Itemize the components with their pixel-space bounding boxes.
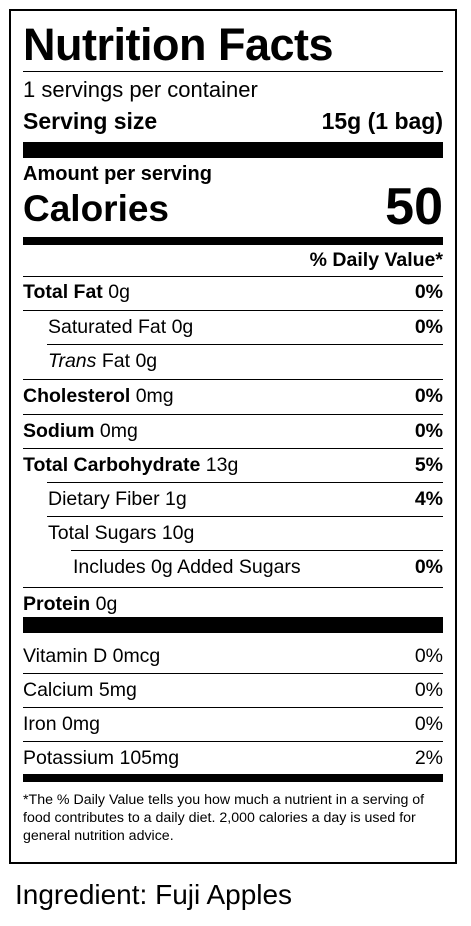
nutrient-name: Includes 0g Added Sugars	[73, 556, 301, 578]
medium-divider	[23, 774, 443, 782]
divider	[23, 587, 443, 588]
divider	[23, 707, 443, 708]
nutrient-dv: 0%	[414, 556, 443, 578]
nutrient-amount: 13g	[205, 454, 239, 476]
nutrient-amount: 0g	[108, 281, 130, 303]
vitamin-name: Iron	[23, 713, 57, 735]
medium-divider	[23, 237, 443, 245]
serving-size-value: 15g (1 bag)	[321, 108, 443, 134]
nutrient-dv: 0%	[414, 281, 443, 303]
thick-divider	[23, 617, 443, 633]
divider	[23, 276, 443, 277]
vitamin-dv: 0%	[414, 713, 443, 735]
nutrient-amount: 0g	[95, 593, 118, 615]
divider	[23, 414, 443, 415]
divider	[47, 344, 443, 345]
vitamin-amount: 0mg	[62, 713, 100, 735]
nutrient-dv: 0%	[414, 420, 443, 442]
nutrient-name: Saturated Fat	[48, 316, 167, 338]
vitamin-amount: 5mg	[98, 679, 137, 701]
vitamin-name: Potassium	[23, 747, 115, 769]
nutrient-name: Total Fat	[23, 281, 103, 303]
divider	[23, 673, 443, 674]
divider	[23, 379, 443, 380]
calories-row: Calories 50	[23, 179, 443, 235]
vitamin-amount: 105mg	[119, 747, 180, 769]
nutrition-facts-panel: Nutrition Facts 1 servings per container…	[9, 9, 457, 864]
nutrient-amount: 0mg	[99, 420, 138, 442]
nutrient-amount: 0g	[171, 316, 194, 338]
nutrient-name: Protein	[23, 593, 91, 615]
nutrient-dv: 0%	[414, 316, 443, 338]
nutrient-amount: 10g	[161, 522, 195, 544]
nutrient-name: Dietary Fiber	[48, 488, 160, 510]
divider	[47, 516, 443, 517]
nutrition-title: Nutrition Facts	[23, 19, 334, 70]
calories-value: 50	[385, 178, 443, 236]
daily-value-header: % Daily Value*	[309, 249, 443, 271]
vitamin-dv: 0%	[414, 679, 443, 701]
nutrient-amount: 0mg	[135, 385, 174, 407]
vitamin-dv: 2%	[414, 747, 443, 769]
nutrient-name: Total Sugars	[48, 522, 157, 544]
nutrient-name: Trans	[48, 350, 97, 372]
serving-size-label: Serving size	[23, 108, 158, 134]
divider	[23, 310, 443, 311]
amount-per-serving: Amount per serving	[23, 163, 212, 185]
servings-per-container: 1 servings per container	[23, 77, 258, 102]
nutrient-dv: 5%	[414, 454, 443, 476]
nutrient-amount: 0g	[135, 350, 158, 372]
vitamin-name: Calcium	[23, 679, 94, 701]
thick-divider	[23, 142, 443, 158]
divider	[23, 741, 443, 742]
divider	[23, 71, 443, 72]
divider	[47, 482, 443, 483]
nutrient-name: Total Carbohydrate	[23, 454, 201, 476]
vitamin-dv: 0%	[414, 645, 443, 667]
nutrient-name-suffix: Fat	[101, 350, 131, 372]
nutrient-dv: 4%	[414, 488, 443, 510]
ingredient-line: Ingredient: Fuji Apples	[15, 879, 293, 910]
nutrient-name: Sodium	[23, 420, 95, 442]
vitamin-name: Vitamin D	[23, 645, 108, 667]
daily-value-footnote: *The % Daily Value tells you how much a …	[23, 792, 425, 844]
nutrient-dv: 0%	[414, 385, 443, 407]
nutrient-amount: 1g	[165, 488, 187, 510]
divider	[71, 550, 443, 551]
nutrient-name: Cholesterol	[23, 385, 131, 407]
divider	[23, 448, 443, 449]
vitamin-amount: 0mcg	[112, 645, 161, 667]
calories-label: Calories	[23, 188, 170, 229]
